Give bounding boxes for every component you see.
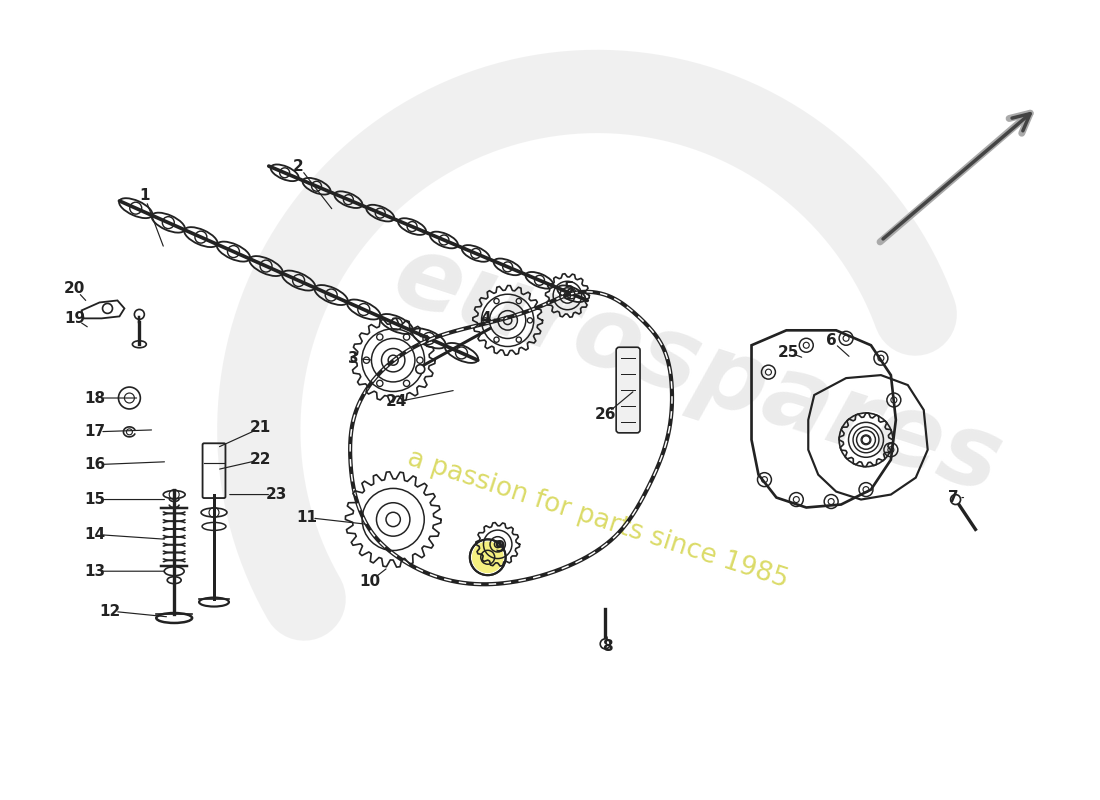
Text: 21: 21: [250, 420, 272, 435]
Text: 15: 15: [84, 492, 106, 507]
Text: 24: 24: [385, 394, 407, 410]
Text: 12: 12: [99, 603, 120, 618]
Text: eurospares: eurospares: [381, 226, 1013, 514]
Text: 18: 18: [84, 390, 106, 406]
FancyBboxPatch shape: [616, 347, 640, 433]
Text: 16: 16: [84, 458, 106, 472]
Text: 13: 13: [84, 564, 106, 578]
Circle shape: [472, 542, 504, 573]
Text: 4: 4: [481, 311, 491, 326]
Text: 11: 11: [296, 510, 317, 525]
Text: 19: 19: [64, 311, 85, 326]
Text: 25: 25: [778, 345, 799, 360]
Text: 22: 22: [250, 452, 272, 467]
Text: 3: 3: [348, 350, 359, 366]
Text: 17: 17: [84, 424, 106, 439]
Text: a passion for parts since 1985: a passion for parts since 1985: [404, 446, 791, 594]
Text: 6: 6: [826, 333, 836, 348]
Text: 8: 8: [602, 639, 613, 654]
Circle shape: [601, 639, 610, 649]
Text: 1: 1: [139, 189, 150, 203]
Text: 20: 20: [64, 281, 86, 296]
Text: 10: 10: [360, 574, 381, 589]
Text: 9: 9: [494, 540, 505, 555]
Text: 7: 7: [948, 490, 959, 505]
Text: 5: 5: [564, 281, 574, 296]
Text: 26: 26: [594, 407, 616, 422]
Circle shape: [950, 494, 960, 505]
Text: 23: 23: [266, 487, 287, 502]
Text: 2: 2: [294, 158, 304, 174]
Text: 14: 14: [84, 527, 106, 542]
Circle shape: [416, 365, 425, 374]
